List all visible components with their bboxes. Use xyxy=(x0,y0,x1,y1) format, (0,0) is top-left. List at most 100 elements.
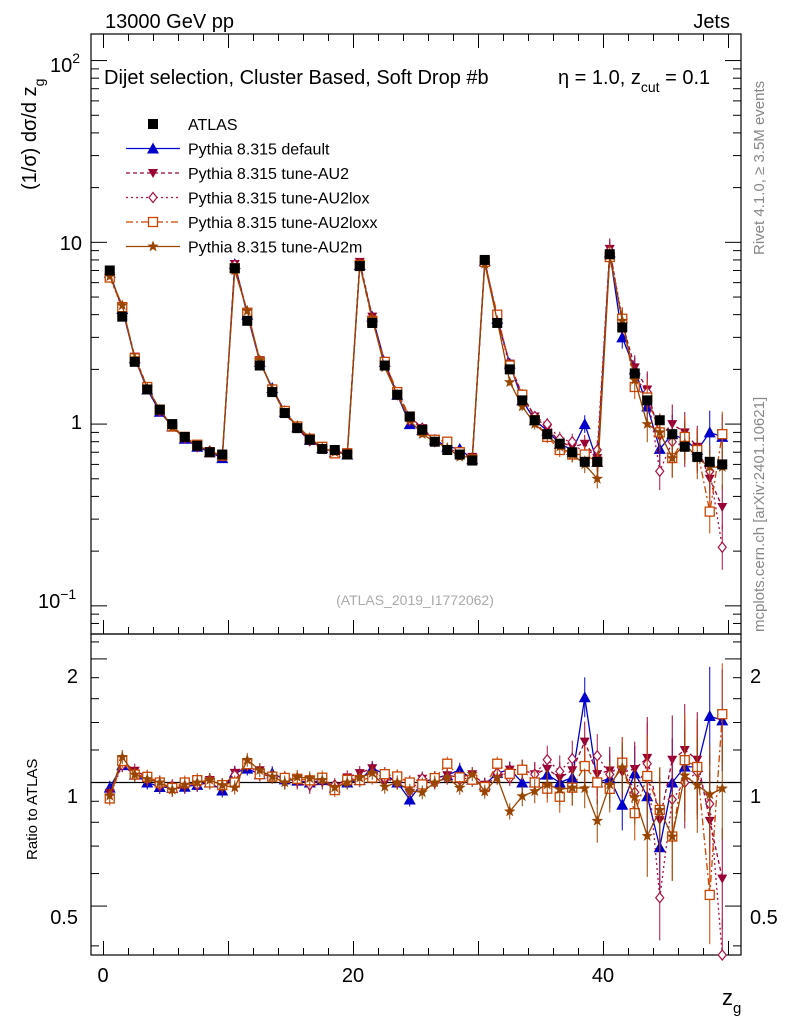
series-5-ratio-point xyxy=(279,776,291,788)
ytick-100-exp: 2 xyxy=(72,50,80,66)
xtick-label-20: 20 xyxy=(342,965,364,987)
series-0-point xyxy=(279,408,290,419)
series-5-ratio-point xyxy=(516,790,528,802)
series-0-point xyxy=(354,261,365,272)
series-0-point xyxy=(567,447,578,458)
series-5-ratio-point xyxy=(191,776,203,788)
x-axis-label-sub: g xyxy=(733,1000,741,1017)
series-1-ratio-point xyxy=(516,776,529,788)
series-2-ratio-point xyxy=(579,737,590,747)
series-0-point xyxy=(429,436,440,447)
series-1-ratio-point xyxy=(403,793,416,805)
series-5-ratio-point xyxy=(129,768,141,780)
legend-marker-4 xyxy=(147,216,159,228)
plot-title: Dijet selection, Cluster Based, Soft Dro… xyxy=(104,67,489,89)
series-0-point xyxy=(342,449,353,460)
ratio-y-axis-label: Ratio to ATLAS xyxy=(24,759,41,860)
series-0-point xyxy=(367,317,378,328)
series-3-ratio-point xyxy=(654,891,665,904)
x-axis-label-main: z xyxy=(722,985,733,1010)
series-5-point xyxy=(104,270,116,282)
legend-entry-0: ATLAS xyxy=(148,117,238,134)
series-0-point xyxy=(467,455,478,466)
ytick-label-100: 102 xyxy=(50,50,80,77)
series-0-point xyxy=(167,419,178,430)
legend-label-4: Pythia 8.315 tune-AU2loxx xyxy=(188,215,377,232)
legend-label-3: Pythia 8.315 tune-AU2lox xyxy=(188,191,369,208)
legend-label-1: Pythia 8.315 default xyxy=(188,142,330,159)
series-0-point xyxy=(404,411,415,422)
series-0-point xyxy=(717,459,728,470)
series-5-ratio-point xyxy=(579,782,591,794)
series-5-ratio-point xyxy=(654,804,666,815)
series-4-ratio-point xyxy=(442,758,453,769)
series-4-point xyxy=(717,429,728,440)
series-5-point xyxy=(504,376,516,388)
plot-title-tail-group: η = 1.0, zcut = 0.1 xyxy=(558,67,710,95)
series-5-ratio-point xyxy=(366,766,378,778)
series-3-point xyxy=(654,465,665,478)
energy-label: 13000 GeV pp xyxy=(105,11,234,33)
legend-marker-3 xyxy=(148,191,158,204)
series-5-ratio-point xyxy=(341,776,353,788)
plot-title-sub: cut xyxy=(641,79,660,95)
analysis-watermark: (ATLAS_2019_I1772062) xyxy=(336,592,494,608)
process-label: Jets xyxy=(693,11,730,33)
series-0-point xyxy=(617,322,628,333)
series-1-ratio-point xyxy=(453,763,466,775)
series-5-ratio-point xyxy=(466,768,478,780)
mcplots-label: mcplots.cern.ch [arXiv:2401.10621] xyxy=(751,397,768,632)
series-5-ratio-point xyxy=(379,780,391,792)
series-4-ratio-point xyxy=(492,758,503,769)
series-4-ratio-point xyxy=(504,768,515,779)
series-0-point xyxy=(554,438,565,449)
series-0-point xyxy=(454,449,465,460)
series-5-point xyxy=(654,426,666,438)
ratio-ytick-0p5-right: 0.5 xyxy=(750,907,778,929)
series-0-point xyxy=(317,443,328,454)
series-4-point xyxy=(704,506,715,517)
x-axis-label: zg xyxy=(722,985,741,1017)
legend: ATLAS Pythia 8.315 default Pythia 8.315 tu… xyxy=(126,117,377,257)
legend-entry-2: Pythia 8.315 tune-AU2 xyxy=(126,166,349,183)
series-1-ratio-point xyxy=(703,710,716,722)
series-5-ratio-point xyxy=(354,771,366,783)
y-axis-label-main: (1/σ) dσ/d z xyxy=(19,86,41,190)
series-2-point xyxy=(579,439,590,449)
series-5-ratio-point xyxy=(304,772,316,784)
series-5-ratio-point xyxy=(454,781,466,793)
legend-marker-0 xyxy=(148,119,158,129)
series-5-ratio-point xyxy=(241,753,253,765)
series-0-point xyxy=(642,395,653,406)
series-5-ratio-point xyxy=(716,782,728,794)
series-1-point xyxy=(703,426,716,438)
ratio-ytick-2: 2 xyxy=(67,666,78,688)
legend-label-2: Pythia 8.315 tune-AU2 xyxy=(188,166,349,183)
series-0-point xyxy=(592,456,603,467)
series-0-point xyxy=(117,311,128,322)
series-5-ratio-point xyxy=(266,770,278,782)
main-series-group xyxy=(103,238,729,570)
ratio-ytick-1-right: 1 xyxy=(750,786,761,808)
series-0-point xyxy=(154,404,165,415)
series-5-ratio-point xyxy=(441,771,453,783)
series-0-point xyxy=(104,265,115,276)
legend-label-0: ATLAS xyxy=(188,117,238,134)
series-0-point xyxy=(229,263,240,274)
series-5-ratio-point xyxy=(104,789,116,801)
series-0-main xyxy=(104,249,728,470)
series-5-ratio-point xyxy=(254,764,266,775)
series-4-ratio xyxy=(104,663,728,945)
ratio-panel-frame xyxy=(90,633,742,956)
series-5-point xyxy=(629,373,641,385)
xtick-label-40: 40 xyxy=(592,965,614,987)
series-0-point xyxy=(704,456,715,467)
series-5-ratio-point xyxy=(429,776,441,788)
series-2-ratio-point xyxy=(717,874,728,884)
ratio-ytick-1: 1 xyxy=(67,786,78,808)
series-4-ratio-line xyxy=(109,714,723,895)
series-3-main xyxy=(104,240,728,570)
series-0-point xyxy=(692,451,703,462)
series-5-ratio-point xyxy=(416,786,428,798)
series-0-point xyxy=(492,317,503,328)
